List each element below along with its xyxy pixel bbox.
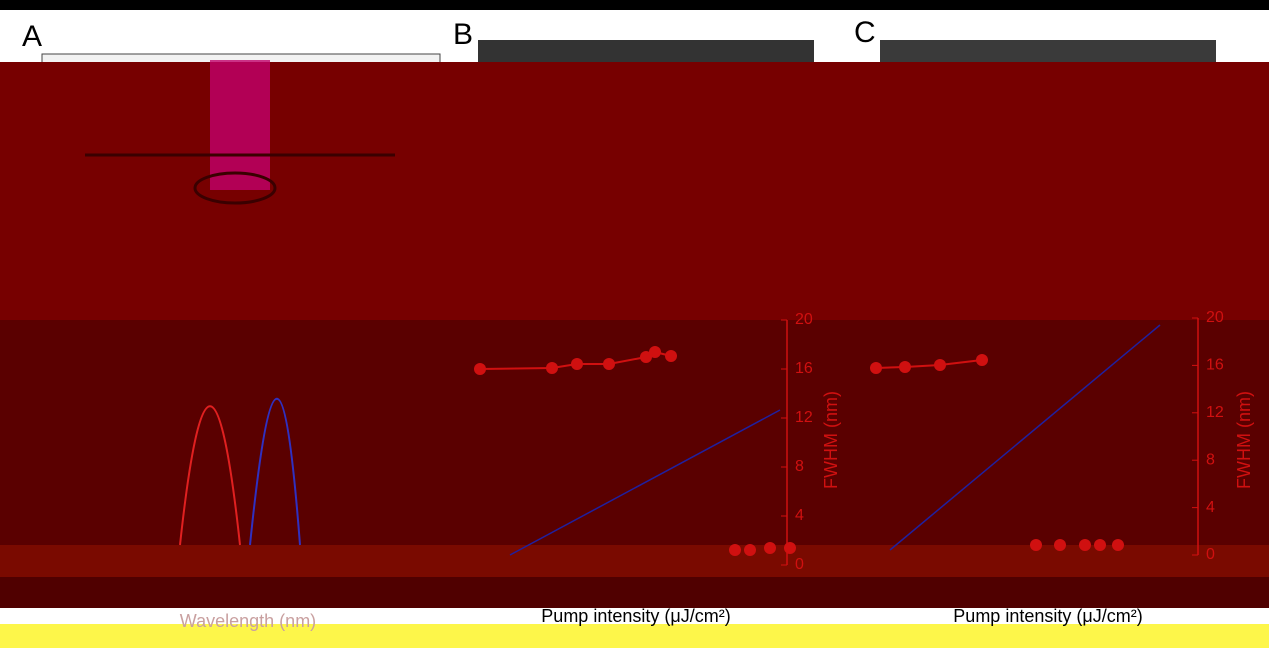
y2-tick-label: 20	[1206, 309, 1224, 326]
y2-tick-label: 16	[1206, 357, 1224, 374]
y2-tick-label: 0	[1206, 546, 1215, 563]
glitch-band-3	[0, 577, 1269, 608]
marker	[899, 361, 911, 373]
marker	[1079, 539, 1091, 551]
y2-tick-label: 12	[795, 409, 813, 426]
y2-title: FWHM (nm)	[1234, 391, 1254, 489]
spectrum-blue	[249, 398, 301, 546]
y2-tick-label: 8	[795, 458, 804, 475]
y2-tick-label: 12	[1206, 404, 1224, 421]
marker	[870, 362, 882, 374]
marker	[474, 363, 486, 375]
marker	[571, 358, 583, 370]
x-title: Pump intensity (μJ/cm²)	[541, 606, 730, 626]
marker	[1112, 539, 1124, 551]
laser-beam	[210, 60, 270, 190]
ring	[193, 171, 277, 205]
glitch-block	[0, 62, 1269, 320]
y2-title: FWHM (nm)	[821, 391, 841, 489]
panel-label: B	[453, 18, 473, 51]
spectrum-red	[179, 405, 241, 546]
panel-b-image	[478, 40, 814, 64]
y2-tick-label: 8	[1206, 451, 1215, 468]
top-bar	[0, 0, 1269, 10]
yellow-strip	[0, 624, 1269, 648]
marker	[1094, 539, 1106, 551]
panel-label: C	[854, 16, 876, 49]
marker	[640, 351, 652, 363]
glitch-band	[0, 320, 1269, 545]
marker	[729, 544, 741, 556]
marker	[934, 359, 946, 371]
y2-tick-label: 16	[795, 360, 813, 377]
y2-tick-label: 0	[795, 556, 804, 573]
y2-tick-label: 4	[795, 507, 804, 524]
glitch-band-2	[0, 545, 1269, 577]
marker	[1054, 539, 1066, 551]
fwhm-line-c	[875, 359, 983, 369]
marker	[665, 350, 677, 362]
marker	[744, 544, 756, 556]
y2-tick-label: 4	[1206, 499, 1215, 516]
x-title: Wavelength (nm)	[180, 611, 316, 631]
y2-tick-label: 20	[795, 311, 813, 328]
marker	[784, 542, 796, 554]
panel-c-image	[880, 40, 1216, 64]
panel-label: A	[22, 20, 42, 53]
marker	[764, 542, 776, 554]
output-line-c	[889, 324, 1161, 551]
marker	[546, 362, 558, 374]
marker	[603, 358, 615, 370]
marker	[976, 354, 988, 366]
x-title: Pump intensity (μJ/cm²)	[953, 606, 1142, 626]
marker	[1030, 539, 1042, 551]
caption-strip	[0, 608, 1269, 624]
output-line-b	[509, 409, 781, 556]
marker	[649, 346, 661, 358]
